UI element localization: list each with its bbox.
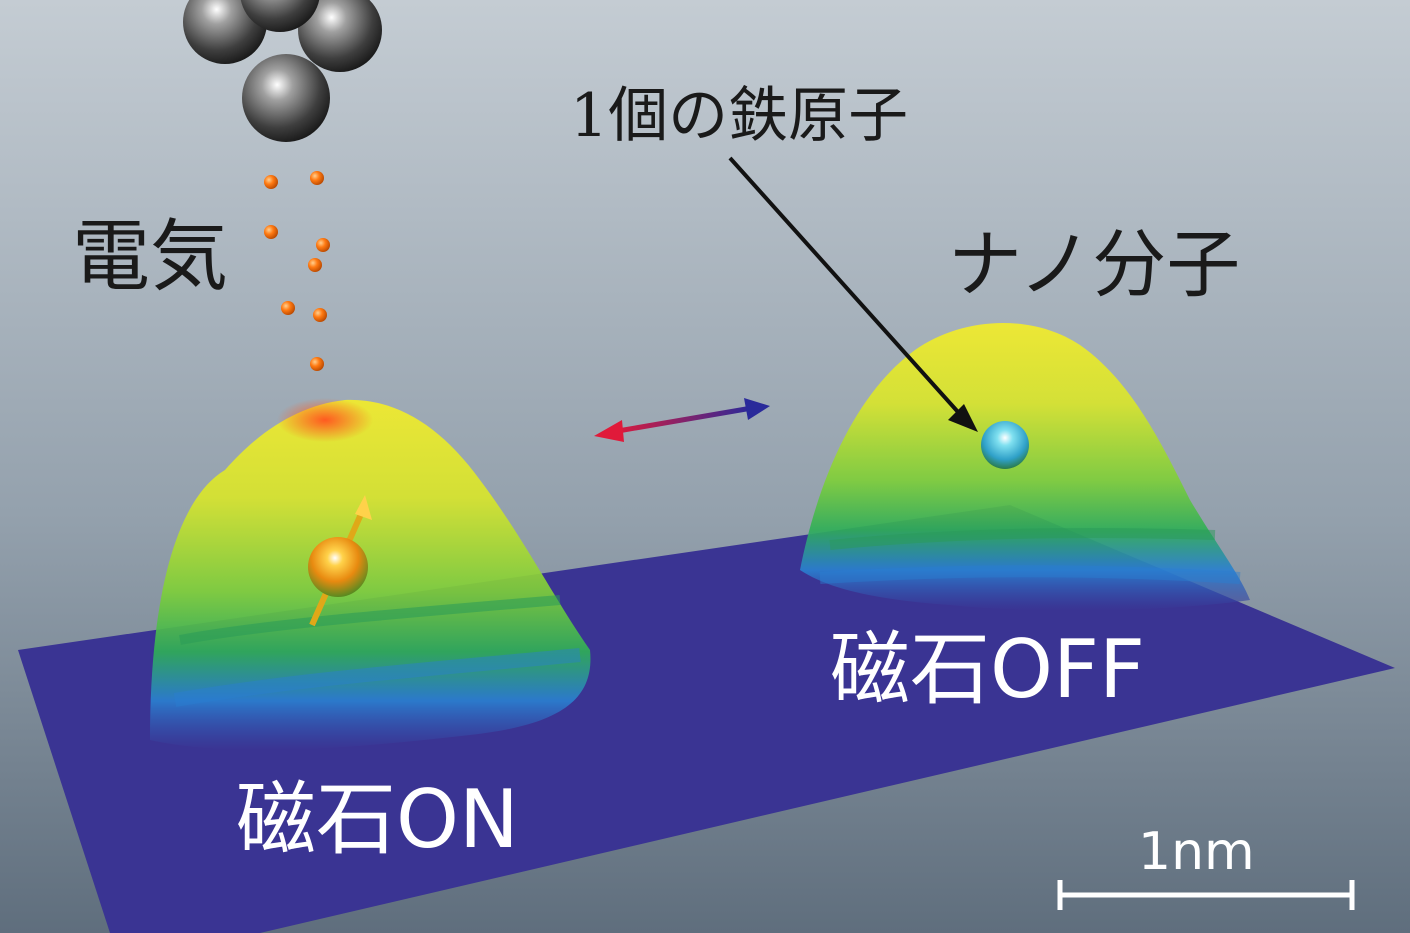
electricity-label: 電気 (72, 212, 229, 302)
electron-dots (264, 171, 330, 371)
magnet-on-label: 磁石ON (236, 773, 519, 866)
iron-atom-label: 1個の鉄原子 (570, 81, 909, 151)
magnet-off-label: 磁石OFF (830, 623, 1145, 716)
nano-molecule-label: ナノ分子 (948, 222, 1241, 308)
scale-label: 1nm (1138, 822, 1255, 882)
